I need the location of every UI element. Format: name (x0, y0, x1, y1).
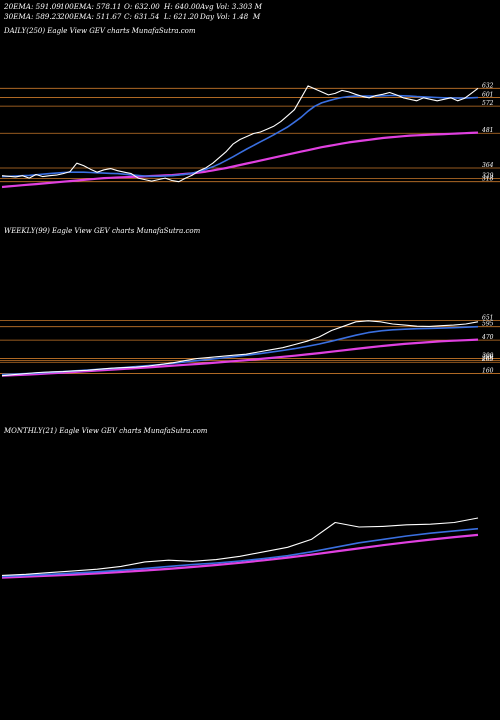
daily-panel-label: DAILY(250) Eagle View GEV charts MunafaS… (4, 27, 196, 35)
level-label: 160 (482, 368, 494, 375)
header-low: L: 621.20 (164, 12, 199, 21)
level-label: 572 (482, 100, 494, 107)
header-avg-volume: Avg Vol: 3.303 M (200, 2, 262, 11)
level-label: 280 (481, 355, 494, 362)
ema-long-line (1, 338, 479, 377)
level-label: 329 (482, 172, 494, 179)
ema-long-line (1, 533, 479, 579)
level-label: 364 (482, 162, 494, 169)
price-line (1, 320, 479, 377)
level-label: 265 (481, 356, 494, 363)
weekly-panel-label: WEEKLY(99) Eagle View GEV charts MunafaS… (4, 227, 201, 235)
level-label: 470 (481, 334, 494, 341)
level-label: 481 (481, 127, 493, 134)
header-day-volume: Day Vol: 1.48 M (200, 12, 261, 21)
ema-short-line (1, 527, 479, 578)
level-label: 318 (482, 176, 494, 183)
level-label: 632 (482, 82, 494, 89)
level-label: 595 (482, 321, 494, 328)
price-line (1, 517, 479, 576)
level-label: 651 (482, 315, 493, 322)
header-ema30: 30EMA: 589.23 (4, 12, 61, 21)
header-ema200: 200EMA: 511.67 (60, 12, 122, 21)
level-label: 300 (482, 352, 494, 359)
header-ema100: 100EMA: 578.11 (60, 2, 122, 11)
ema-short-line (1, 325, 479, 376)
level-label: 601 (482, 92, 493, 99)
header-high: H: 640.00 (164, 2, 201, 11)
ema-long-line (1, 131, 479, 189)
header-open: O: 632.00 (124, 2, 160, 11)
monthly-panel-label: MONTHLY(21) Eagle View GEV charts Munafa… (4, 427, 208, 435)
header-close: C: 631.54 (124, 12, 160, 21)
header-ema20: 20EMA: 591.09 (4, 2, 61, 11)
price-line (1, 85, 479, 183)
